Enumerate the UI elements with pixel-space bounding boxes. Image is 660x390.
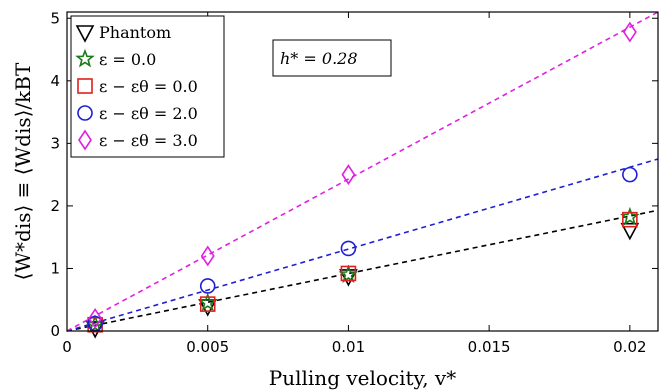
x-tick-label: 0.01 [332,338,365,356]
y-tick-label: 0 [50,322,60,340]
annotation-text: h* = 0.28 [280,49,358,68]
fit-line [66,11,659,332]
data-point [340,240,357,257]
y-axis-label: ⟨W*dis⟩ ≡ ⟨Wdis⟩/kBT [11,62,35,280]
data-point [341,164,356,186]
y-tick-label: 5 [50,9,60,27]
y-tick-label: 1 [50,259,60,277]
series-group [88,21,637,329]
data-point [620,222,640,241]
fit-lines [66,11,659,332]
fit-line [66,209,659,332]
series-group [87,166,638,332]
x-axis-label: Pulling velocity, v* [269,366,456,390]
legend-label: ε − εθ = 0.0 [99,77,198,96]
legend-label: ε − εθ = 2.0 [99,104,198,123]
legend-label: ε = 0.0 [99,50,156,69]
data-point [200,245,215,267]
data-point [622,21,637,43]
x-tick-label: 0.005 [186,338,229,356]
series-group [85,222,640,339]
data-point [622,211,638,228]
axis-ticks: 0 0.005 0.01 0.015 0.02 0 1 2 3 4 5 [50,9,658,356]
legend-box [70,15,225,158]
data-point [197,292,218,312]
legend-marker [77,78,93,94]
y-tick-label: 2 [50,197,60,215]
x-tick-label: 0.015 [468,338,511,356]
data-point [199,296,216,312]
data-point [622,166,638,183]
annotation: h* = 0.28 [272,39,392,77]
legend-marker [78,129,92,151]
fit-line [66,158,659,332]
legend-marker [77,105,93,121]
legend-label: Phantom [99,23,171,42]
legend: Phantom ε = 0.0 ε − εθ = 0.0 ε − εθ = 2.0 ε … [70,15,225,158]
legend-marker [75,48,95,68]
x-tick-label: 0 [62,338,72,356]
legend-marker [75,25,95,43]
data-point [199,278,216,294]
series-group [87,211,638,333]
data-point [338,264,359,284]
data-point [620,206,640,226]
legend-label: ε − εθ = 3.0 [99,131,198,150]
x-tick-label: 0.02 [613,338,646,356]
data-point [88,308,103,329]
annotation-box [272,39,392,77]
y-tick-label: 4 [50,72,60,90]
plot-frame [66,11,659,332]
data-points [85,21,640,339]
data-point [340,265,357,282]
y-tick-label: 3 [50,134,60,152]
